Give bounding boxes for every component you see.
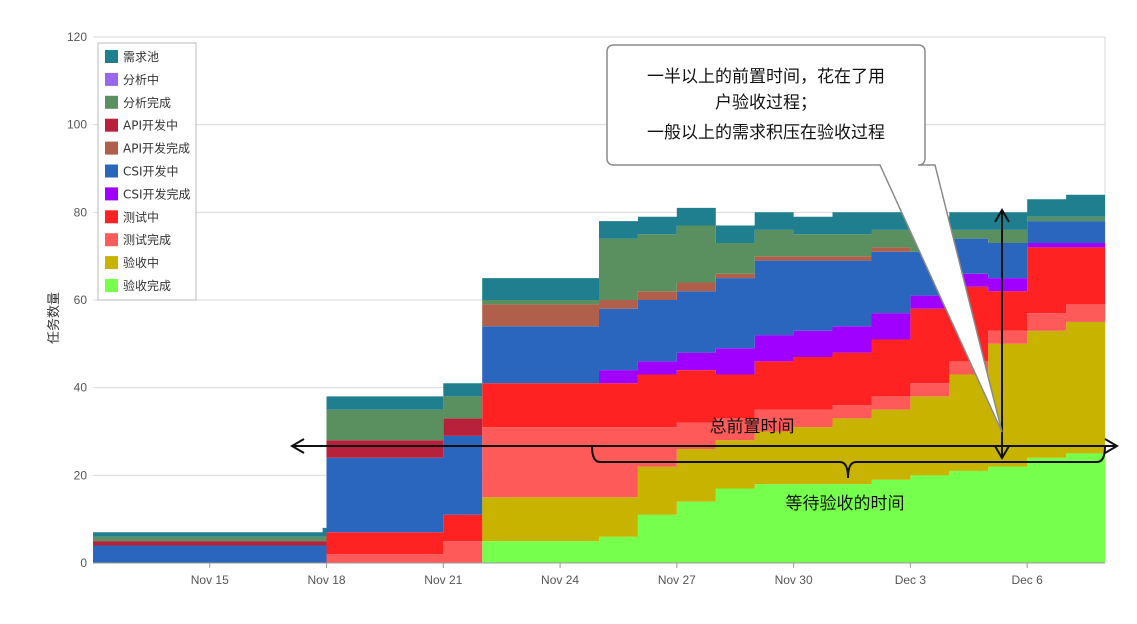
area-需求池 xyxy=(93,124,1105,537)
legend-label: 测试中 xyxy=(123,209,159,224)
legend-label: CSI开发完成 xyxy=(123,186,191,201)
y-tick-label: 120 xyxy=(67,30,87,44)
y-tick-label: 80 xyxy=(74,205,88,219)
legend-swatch xyxy=(105,256,118,270)
y-tick-label: 20 xyxy=(74,468,88,482)
x-tick-label: Nov 15 xyxy=(191,573,229,587)
legend-swatch xyxy=(105,210,118,224)
y-tick-label: 0 xyxy=(80,556,87,570)
annotations xyxy=(290,208,1119,479)
callout: 一半以上的前置时间，花在了用 户验收过程； 一般以上的需求积压在验收过程 xyxy=(606,44,1003,433)
legend-swatch xyxy=(105,187,118,201)
legend-swatch xyxy=(105,72,118,86)
y-axis-ticks: 0 20 40 60 80 100 120 xyxy=(67,30,87,570)
legend-swatch xyxy=(105,233,118,247)
x-axis-ticks: Nov 15 Nov 18 Nov 21 Nov 24 Nov 27 Nov 30 Dec … xyxy=(191,563,1043,587)
legend-label: 分析中 xyxy=(123,72,159,87)
wait-acceptance-brace xyxy=(591,445,1106,479)
area-验收中 xyxy=(93,308,1105,563)
legend-label: 验收中 xyxy=(123,255,159,270)
legend-label: 验收完成 xyxy=(123,278,171,293)
legend-swatch xyxy=(105,118,118,132)
y-tick-label: 40 xyxy=(74,381,88,395)
legend-swatch xyxy=(105,50,118,63)
total-lead-time-label: 总前置时间 xyxy=(710,417,795,437)
total-lead-arrowhead-left xyxy=(290,438,305,454)
y-tick-label: 100 xyxy=(67,118,87,132)
x-tick-label: Nov 18 xyxy=(308,573,346,587)
wait-acceptance-label: 等待验收的时间 xyxy=(786,494,905,514)
callout-line-3: 一般以上的需求积压在验收过程 xyxy=(647,123,885,143)
x-tick-label: Nov 30 xyxy=(775,573,813,587)
area-测试完成 xyxy=(93,300,1105,563)
x-tick-label: Nov 24 xyxy=(541,573,579,587)
legend-swatch xyxy=(105,164,118,178)
legend-swatch xyxy=(105,95,118,109)
callout-bubble xyxy=(606,44,1003,433)
x-tick-label: Nov 27 xyxy=(658,573,696,587)
callout-line-1: 一半以上的前置时间，花在了用 xyxy=(647,67,885,87)
legend-label: 需求池 xyxy=(123,50,159,64)
legend-label: CSI开发中 xyxy=(123,164,179,179)
x-tick-label: Dec 6 xyxy=(1011,573,1043,587)
legend-swatch xyxy=(105,279,118,292)
area-验收完成 xyxy=(93,431,1105,563)
x-tick-label: Nov 21 xyxy=(424,573,462,587)
area-series xyxy=(93,124,1105,563)
x-tick-label: Dec 3 xyxy=(895,573,927,587)
callout-line-2: 户验收过程； xyxy=(715,93,817,113)
backlog-arrowhead-top xyxy=(994,208,1010,223)
legend-label: API开发中 xyxy=(123,118,178,133)
area-测试中 xyxy=(93,247,1105,563)
legend-label: 测试完成 xyxy=(123,232,171,247)
backlog-arrowhead-bottom xyxy=(994,445,1010,460)
legend-swatch xyxy=(105,141,118,155)
total-lead-arrowhead-right xyxy=(1104,438,1119,454)
y-axis-label: 任务数量 xyxy=(46,292,62,344)
legend-label: API开发完成 xyxy=(123,141,190,156)
legend-label: 分析完成 xyxy=(123,95,171,110)
y-tick-label: 60 xyxy=(74,293,88,307)
area-CSI开发中 xyxy=(93,221,1105,563)
